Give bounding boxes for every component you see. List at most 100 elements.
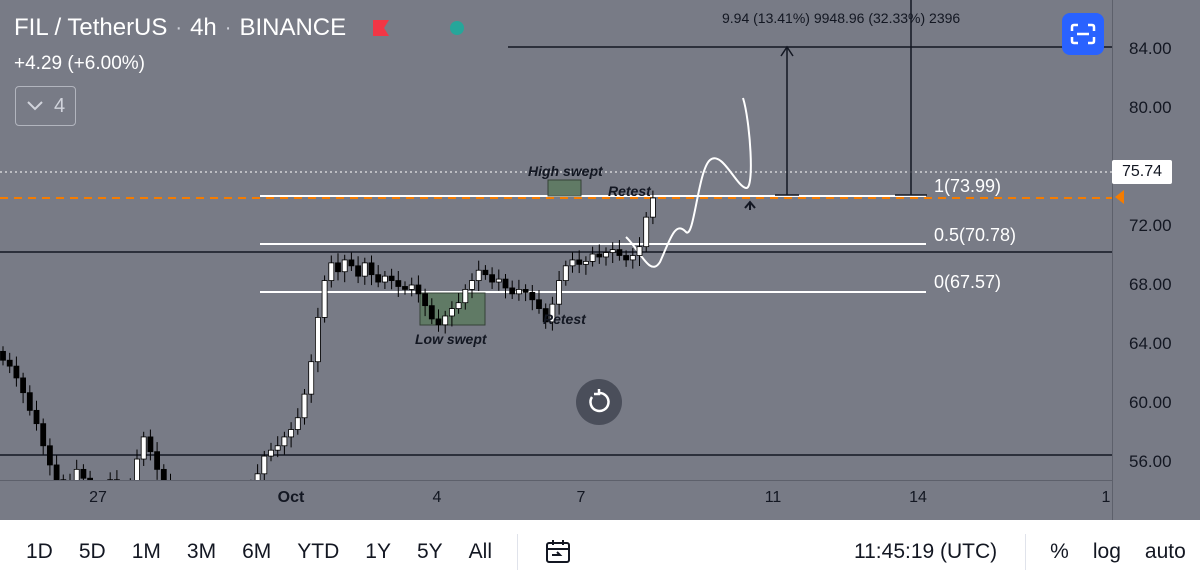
candle-body (442, 315, 449, 326)
price-change: +4.29 (+6.00%) (14, 53, 145, 74)
candle-body (40, 423, 47, 447)
candle-body (576, 259, 583, 265)
candle-body (428, 305, 435, 320)
symbol-name[interactable]: FIL / TetherUS (14, 14, 168, 41)
candle-body (583, 260, 589, 265)
candle-body (268, 449, 274, 457)
candle-body (402, 286, 408, 290)
candle-body (274, 445, 281, 451)
log-scale-button[interactable]: log (1092, 540, 1121, 563)
indicators-toggle-button[interactable]: 4 (15, 86, 76, 126)
candle-body (448, 308, 455, 317)
candle-body (629, 255, 636, 261)
reset-chart-button[interactable] (576, 379, 622, 425)
candle-body (361, 262, 368, 277)
candle-body (616, 249, 623, 256)
go-to-date-icon[interactable] (544, 539, 572, 565)
fib-level-0-label: 0(67.57) (934, 272, 1002, 292)
projected-path[interactable] (625, 97, 752, 268)
candle-body (288, 429, 295, 438)
candle-body (47, 445, 53, 466)
high-swept-box[interactable] (547, 179, 582, 197)
symbol-legend[interactable]: FIL / TetherUS · 4h · BINANCE (14, 14, 465, 42)
range-button-5d[interactable]: 5D (78, 540, 106, 563)
price-tick-label: 72.00 (1129, 216, 1172, 235)
measure-arrowhead-1 (780, 45, 794, 57)
candle-body (569, 259, 576, 267)
candle-body (375, 274, 382, 283)
candle-body (134, 458, 140, 480)
candle-body (294, 417, 301, 430)
price-tick-label: 56.00 (1129, 452, 1172, 471)
range-button-5y[interactable]: 5Y (416, 540, 443, 563)
candle-body (603, 252, 609, 258)
time-tick-label: 14 (909, 489, 927, 506)
candle-body (502, 278, 509, 289)
candle-body (335, 262, 341, 273)
candle-body (562, 265, 569, 281)
time-tick-label: 7 (576, 489, 586, 506)
range-button-1y[interactable]: 1Y (365, 540, 391, 563)
separator-dot: · (224, 16, 232, 39)
bottom-toolbar: 1D 5D 1M 3M 6M YTD 1Y 5Y All 11:45:19 (UTC) % lo… (0, 520, 1200, 584)
candlesticks[interactable] (0, 190, 656, 480)
last-price-label: 75.74 (1112, 160, 1172, 184)
market-status-dot (450, 21, 465, 35)
candle-body (321, 280, 328, 318)
range-button-all[interactable]: All (468, 540, 492, 563)
retest-bottom-label: Retest (543, 311, 586, 327)
candle-body (556, 280, 562, 305)
candle-body (435, 318, 442, 326)
time-tick-label: 11 (764, 489, 782, 506)
candle-body (0, 350, 6, 361)
candle-body (415, 284, 422, 295)
price-tick-label: 84.00 (1129, 39, 1172, 58)
range-button-1m[interactable]: 1M (131, 540, 161, 563)
candle-body (469, 280, 475, 290)
percent-scale-button[interactable]: % (1050, 540, 1069, 563)
price-tick-label: 68.00 (1129, 275, 1172, 294)
range-button-ytd[interactable]: YTD (297, 540, 340, 563)
price-plot[interactable] (0, 0, 1112, 480)
candle-body (301, 393, 308, 419)
exchange-label[interactable]: BINANCE (239, 14, 347, 41)
auto-scale-button[interactable]: auto (1144, 540, 1186, 563)
candle-body (140, 436, 147, 460)
candle-body (475, 269, 482, 281)
candle-body (522, 289, 529, 293)
candle-body (87, 477, 93, 480)
candle-body (462, 289, 469, 304)
indicators-count: 4 (53, 94, 66, 117)
candle-body (509, 287, 516, 295)
time-scale[interactable]: 27 Oct 4 7 11 14 1 (0, 480, 1112, 520)
candle-body (328, 262, 335, 281)
candle-body (549, 303, 556, 323)
candle-body (154, 451, 161, 470)
utc-clock[interactable]: 11:45:19 (UTC) (854, 540, 998, 563)
candle-body (6, 359, 13, 367)
candle-body (422, 293, 429, 307)
reset-icon (589, 389, 610, 413)
range-button-1d[interactable]: 1D (26, 540, 53, 563)
candle-body (20, 377, 27, 394)
price-scale[interactable]: 84.0080.0076.0072.0068.0064.0060.0056.00… (1112, 0, 1200, 520)
range-button-3m[interactable]: 3M (186, 540, 217, 563)
candle-body (643, 216, 650, 248)
candle-body (160, 468, 167, 480)
candle-body (33, 409, 40, 425)
range-button-6m[interactable]: 6M (242, 540, 272, 563)
chart-area[interactable]: FIL / TetherUS · 4h · BINANCE +4.29 (+6.… (0, 0, 1200, 520)
candle-body (636, 246, 643, 256)
candle-body (73, 468, 80, 480)
time-tick-label: 27 (89, 489, 107, 506)
candle-body (395, 280, 402, 287)
candle-body (489, 274, 496, 283)
price-tick-label: 80.00 (1129, 98, 1172, 117)
retest-top-label: Retest (608, 183, 651, 199)
interval-label[interactable]: 4h (190, 14, 217, 41)
candle-body (589, 253, 596, 262)
flag-icon[interactable] (372, 19, 390, 37)
candle-body (455, 302, 462, 310)
fullscreen-button[interactable] (1062, 13, 1104, 55)
